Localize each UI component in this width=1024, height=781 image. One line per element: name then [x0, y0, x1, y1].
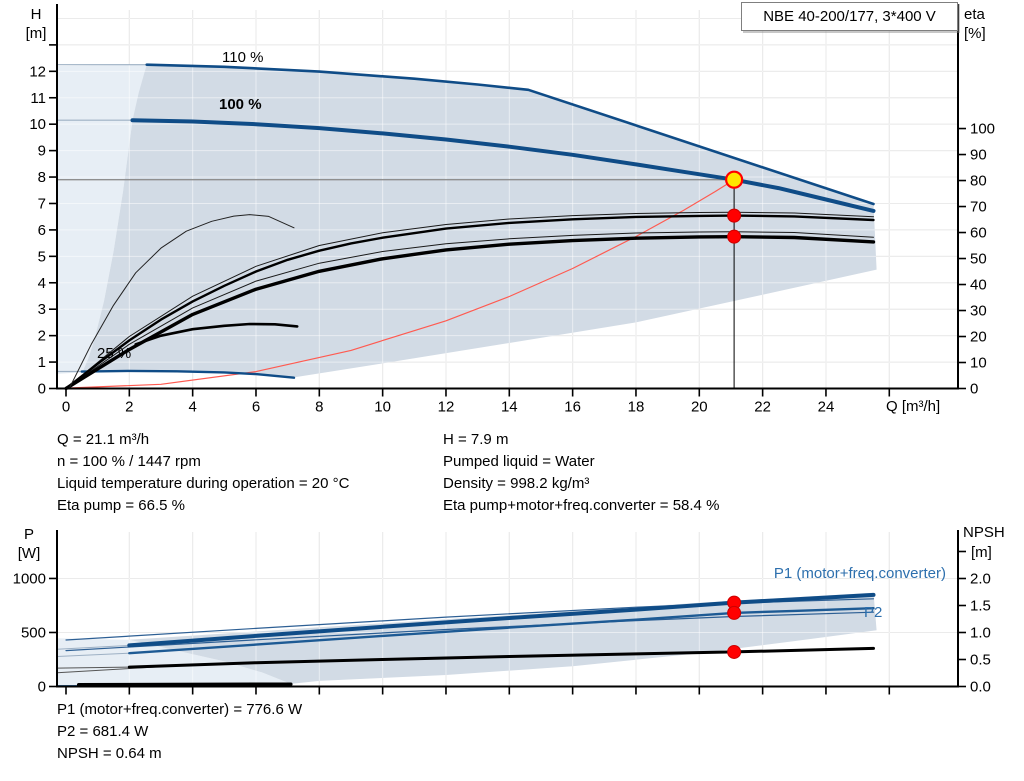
left-tick-label: 7: [38, 195, 46, 212]
x-tick-label: 4: [188, 399, 196, 416]
left-tick-label: 9: [38, 143, 46, 160]
npsh-axis-title: NPSH: [963, 524, 1005, 541]
right-tick-label: 2.0: [970, 570, 991, 587]
right-tick-label: 80: [970, 173, 987, 190]
low-flow-region: [57, 638, 291, 686]
right-tick-label: 1.0: [970, 624, 991, 641]
left-tick-label: 0: [38, 381, 46, 398]
info-density: Density = 998.2 kg/m³: [443, 475, 590, 492]
left-tick-label: 5: [38, 248, 46, 265]
x-tick-label: 18: [628, 399, 645, 416]
right-tick-label: 10: [970, 355, 987, 372]
info-q: Q = 21.1 m³/h: [57, 431, 150, 448]
h-axis-title: H: [30, 6, 42, 23]
p2-curve: [128, 607, 875, 655]
p-25: [76, 682, 293, 687]
left-tick-label: 4: [38, 275, 46, 292]
right-tick-label: 90: [970, 147, 987, 164]
p1-ext: [56, 644, 130, 650]
p2-ext: [56, 652, 130, 657]
right-tick-label: 30: [970, 303, 987, 320]
eta-pump: [64, 214, 875, 390]
left-tick-label: 3: [38, 301, 46, 318]
x-tick-label: 0: [62, 399, 70, 416]
x-tick-label: 22: [754, 399, 771, 416]
system-curve: [56, 179, 735, 390]
eta-axis-title: eta: [964, 6, 985, 23]
p1-series-label: P1 (motor+freq.converter): [773, 565, 946, 582]
p2-point: [727, 605, 742, 620]
q-axis-title: Q [m³/h]: [886, 398, 941, 415]
low-flow-region: [57, 64, 147, 381]
x-tick-label: 6: [252, 399, 260, 416]
eta-total-point: [727, 229, 742, 244]
p1-curve: [127, 592, 876, 648]
x-tick-label: 8: [315, 399, 323, 416]
info-eta-pump: Eta pump = 66.5 %: [57, 497, 185, 514]
left-tick-label: 11: [30, 90, 46, 107]
x-tick-label: 2: [125, 399, 133, 416]
npsh-point: [727, 644, 742, 659]
pump-title-box: NBE 40-200/177, 3*400 V: [741, 2, 958, 31]
left-tick-label: 500: [21, 624, 46, 641]
x-tick-label: 20: [691, 399, 708, 416]
p-axis-title: P: [23, 526, 34, 543]
p-axis-unit: [W]: [17, 545, 41, 562]
npsh-curve: [127, 646, 875, 669]
pump-title: NBE 40-200/177, 3*400 V: [763, 8, 936, 25]
info-p2: P2 = 681.4 W: [57, 723, 149, 740]
curve-label-110: 110 %: [222, 49, 264, 66]
left-tick-label: 2: [38, 328, 46, 345]
x-tick-label: 24: [818, 399, 835, 416]
left-tick-label: 6: [38, 222, 46, 239]
eta-pump-point: [727, 208, 742, 223]
eta-total-25: [134, 322, 299, 346]
info-temp: Liquid temperature during operation = 20…: [57, 475, 350, 492]
right-tick-label: 20: [970, 329, 987, 346]
curve-label-100: 100 %: [219, 96, 262, 113]
right-tick-label: 100: [970, 121, 995, 138]
left-tick-label: 8: [38, 169, 46, 186]
eta-axis-unit: [%]: [964, 25, 986, 42]
x-tick-label: 10: [374, 399, 391, 416]
left-tick-label: 12: [29, 63, 46, 80]
right-tick-label: 0.0: [970, 679, 991, 696]
info-n: n = 100 % / 1447 rpm: [57, 453, 201, 470]
info-liquid: Pumped liquid = Water: [443, 453, 595, 470]
npsh-ext-a: [56, 666, 130, 669]
curve-25: [80, 369, 296, 379]
right-tick-label: 70: [970, 199, 987, 216]
x-tick-label: 14: [501, 399, 518, 416]
p2-series-label: P2: [864, 604, 883, 621]
right-tick-label: 40: [970, 277, 987, 294]
h-axis-unit: [m]: [25, 25, 47, 42]
right-tick-label: 60: [970, 225, 987, 242]
info-p1: P1 (motor+freq.converter) = 776.6 W: [57, 701, 303, 718]
right-tick-label: 50: [970, 251, 987, 268]
curve-100: [130, 118, 876, 213]
left-tick-label: 1000: [13, 570, 46, 587]
right-tick-label: 0: [970, 381, 978, 398]
x-tick-label: 16: [564, 399, 581, 416]
curve-110: [145, 63, 875, 206]
right-tick-label: 1.5: [970, 597, 991, 614]
npsh-axis-unit: [m]: [971, 544, 992, 561]
eta-total-thin: [65, 231, 874, 389]
curve-label-25: 25 %: [97, 345, 132, 362]
info-npsh: NPSH = 0.64 m: [57, 745, 162, 762]
x-tick-label: 12: [438, 399, 455, 416]
operating-envelope: [82, 64, 877, 378]
eta-pump-25: [68, 214, 295, 389]
info-h: H = 7.9 m: [443, 431, 509, 448]
left-tick-label: 10: [29, 116, 46, 133]
duty-point: [725, 170, 744, 189]
left-tick-label: 0: [38, 679, 46, 696]
info-eta-total: Eta pump+motor+freq.converter = 58.4 %: [443, 497, 720, 514]
left-tick-label: 1: [38, 354, 46, 371]
right-tick-label: 0.5: [970, 651, 991, 668]
